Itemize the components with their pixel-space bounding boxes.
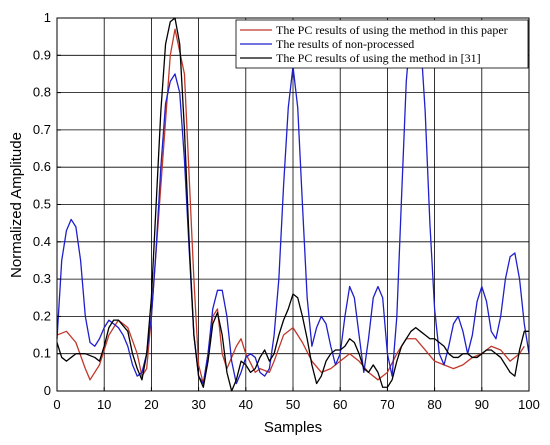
x-tick-label: 10 xyxy=(97,397,111,412)
x-tick-label: 50 xyxy=(286,397,300,412)
y-tick-label: 0 xyxy=(44,383,51,398)
y-tick-label: 0.7 xyxy=(33,122,51,137)
y-tick-label: 0.3 xyxy=(33,271,51,286)
x-tick-label: 90 xyxy=(475,397,489,412)
y-tick-label: 0.1 xyxy=(33,346,51,361)
x-tick-label: 60 xyxy=(333,397,347,412)
legend-label: The results of non-processed xyxy=(276,37,414,51)
x-tick-label: 20 xyxy=(144,397,158,412)
x-tick-label: 40 xyxy=(239,397,253,412)
x-tick-label: 80 xyxy=(427,397,441,412)
legend-box xyxy=(235,19,529,69)
y-tick-label: 1 xyxy=(44,10,51,25)
y-axis-title: Normalized Amplitude xyxy=(8,132,25,278)
y-tick-label: 0.6 xyxy=(33,159,51,174)
x-tick-label: 0 xyxy=(53,397,60,412)
x-tick-label: 70 xyxy=(380,397,394,412)
legend-label: The PC results of using the method in th… xyxy=(276,23,508,37)
y-tick-label: 0.8 xyxy=(33,85,51,100)
y-tick-label: 0.5 xyxy=(33,197,51,212)
series-line-3 xyxy=(56,17,529,392)
series-line-1 xyxy=(56,28,525,385)
x-axis-title: Samples xyxy=(264,419,322,436)
legend-label: The PC results of using the method in [3… xyxy=(276,51,481,65)
x-tick-label: 100 xyxy=(518,397,540,412)
x-tick-label: 30 xyxy=(191,397,205,412)
y-tick-label: 0.4 xyxy=(33,234,51,249)
y-tick-label: 0.9 xyxy=(33,47,51,62)
y-tick-label: 0.2 xyxy=(33,308,51,323)
